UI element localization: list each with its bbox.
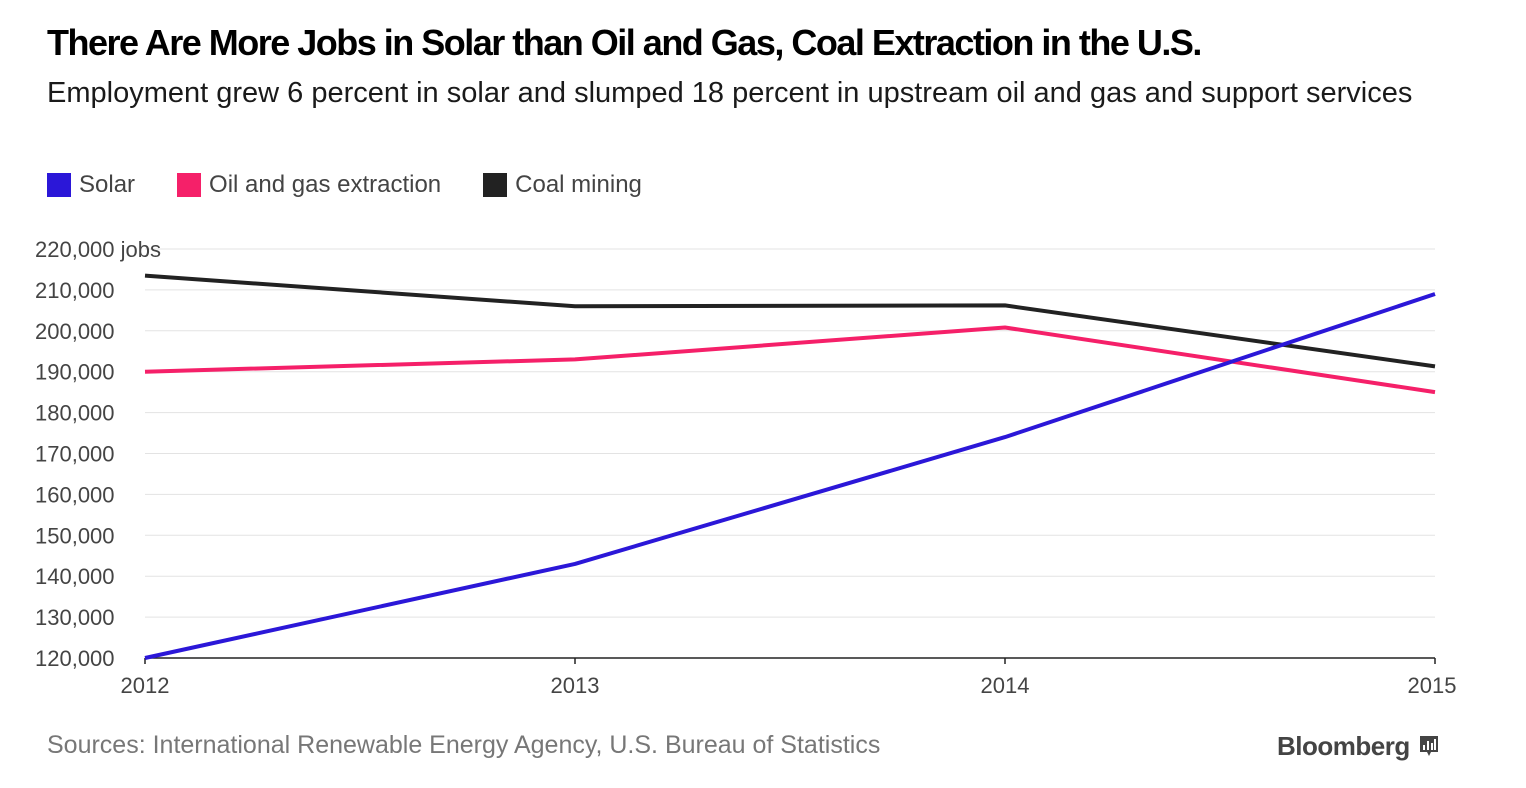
y-tick-label-1: 130,000 (35, 605, 115, 630)
x-tick-label-2: 2014 (981, 673, 1030, 698)
legend-swatch-oil-gas (177, 173, 202, 197)
legend-item-solar: Solar (47, 171, 135, 199)
y-tick-label-4: 160,000 (35, 482, 115, 507)
bloomberg-chart-icon (1419, 735, 1438, 756)
legend-item-coal: Coal mining (483, 171, 642, 199)
x-tick-label-3: 2015 (1408, 673, 1457, 698)
x-tick-label-0: 2012 (121, 673, 170, 698)
y-tick-label-6: 180,000 (35, 401, 115, 426)
legend-swatch-solar (47, 173, 71, 197)
chart-title: There Are More Jobs in Solar than Oil an… (47, 22, 1202, 63)
y-tick-label-9: 210,000 (35, 278, 115, 303)
series-line-coal (144, 273, 1436, 369)
source-note: Sources: International Renewable Energy … (47, 731, 881, 759)
legend: Solar Oil and gas extraction Coal mining (47, 171, 684, 199)
bloomberg-logo: Bloomberg (1277, 731, 1440, 762)
chart-subtitle: Employment grew 6 percent in solar and s… (47, 77, 1413, 109)
legend-label-solar: Solar (79, 171, 136, 198)
brand-text: Bloomberg (1277, 731, 1410, 761)
legend-label-coal: Coal mining (515, 171, 642, 198)
y-tick-label-0: 120,000 (35, 646, 115, 671)
y-tick-label-10: 220,000 jobs (35, 237, 161, 262)
y-tick-label-3: 150,000 (35, 523, 115, 548)
legend-item-oil-gas: Oil and gas extraction (177, 171, 441, 199)
series-line-solar (144, 292, 1436, 660)
x-tick-label-1: 2013 (551, 673, 600, 698)
y-tick-label-5: 170,000 (35, 442, 115, 467)
legend-label-oil-gas: Oil and gas extraction (209, 171, 442, 198)
legend-swatch-coal (483, 173, 508, 197)
y-tick-label-2: 140,000 (35, 564, 115, 589)
y-tick-label-8: 200,000 (35, 319, 115, 344)
y-tick-label-7: 190,000 (35, 360, 115, 385)
series-line-oil-gas (144, 325, 1436, 395)
